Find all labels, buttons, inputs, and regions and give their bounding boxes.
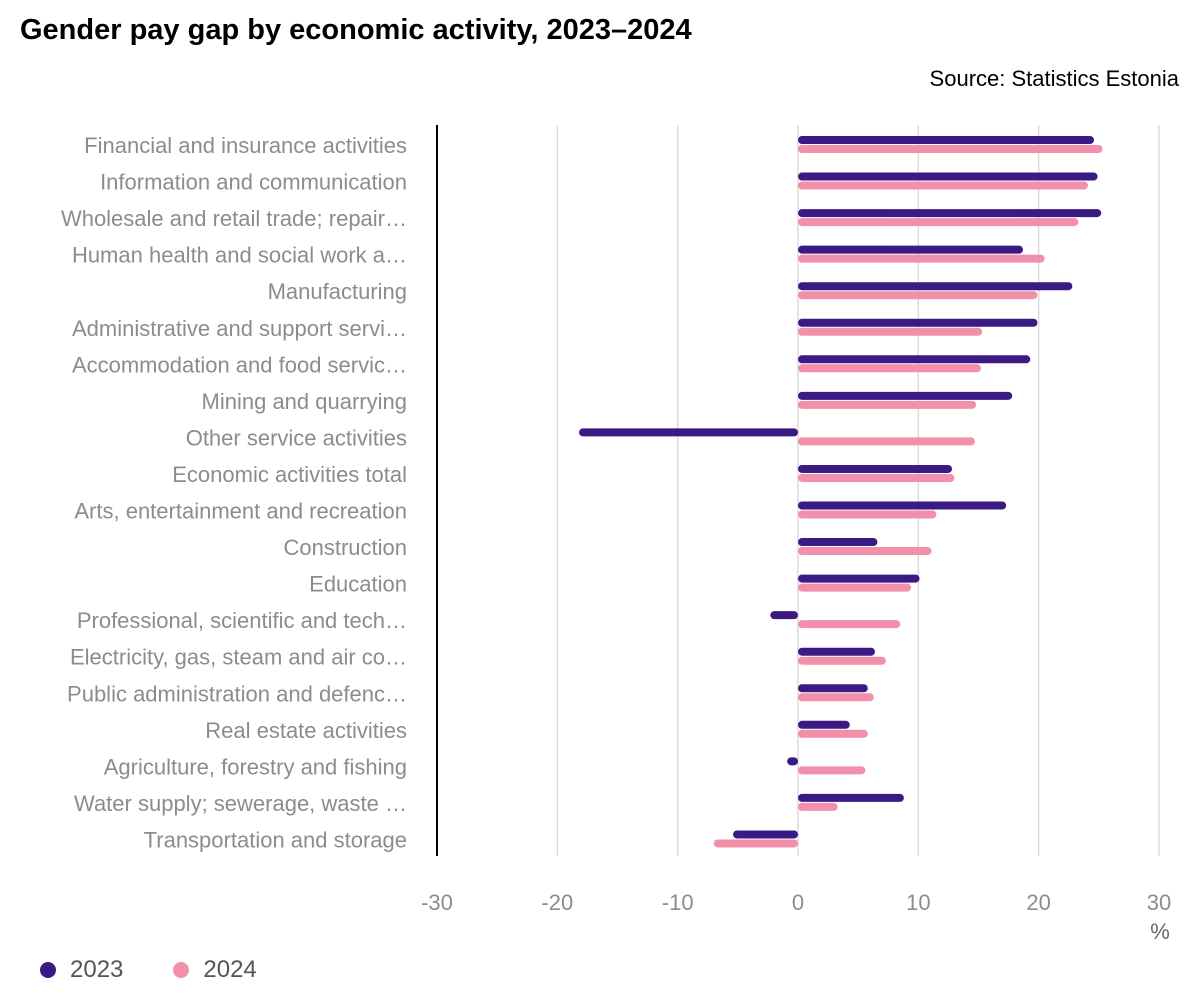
bar-2023 [798,391,1013,400]
legend-item-2023[interactable]: 2023 [40,956,123,984]
bar-2024 [798,620,901,629]
bar-2023 [770,611,798,620]
bar-2023 [798,501,1007,510]
bar-2024 [798,510,937,519]
legend: 2023 2024 [40,956,257,984]
legend-label-2024: 2024 [203,956,257,983]
x-tick-label: 30 [1147,890,1171,915]
category-label: Agriculture, forestry and fishing [104,754,407,779]
category-label: Manufacturing [268,279,407,304]
bar-2024 [798,327,983,336]
category-label: Professional, scientific and tech… [77,608,407,633]
bar-2024 [798,291,1038,300]
category-label: Mining and quarrying [202,389,407,414]
category-label: Administrative and support servi… [72,316,407,341]
bar-2023 [798,793,904,802]
category-label: Arts, entertainment and recreation [74,499,407,524]
bar-2023 [798,318,1038,327]
bar-2024 [798,656,886,665]
chart-title: Gender pay gap by economic activity, 202… [20,14,692,46]
bar-2024 [798,437,975,446]
bar-2024 [798,583,912,592]
bar-2023 [798,464,953,473]
bar-2023 [798,245,1024,254]
legend-label-2023: 2023 [70,956,124,983]
bar-2023 [798,172,1098,181]
bar-2024 [798,254,1045,263]
legend-dot-2023 [40,962,56,978]
category-label: Electricity, gas, steam and air co… [70,645,407,670]
bar-2024 [798,145,1103,153]
bar-2023 [798,282,1073,291]
bar-2024 [798,766,866,775]
x-tick-label: -20 [541,890,573,915]
category-label: Real estate activities [205,718,407,743]
x-tick-label: -10 [662,890,694,915]
bar-2023 [798,684,868,693]
bar-2023 [733,830,798,839]
category-label: Public administration and defenc… [67,681,407,706]
x-tick-label: 10 [906,890,930,915]
category-label: Information and communication [100,170,407,195]
bar-2023 [578,428,798,437]
bar-2023 [798,355,1031,364]
x-tick-label: 0 [792,890,804,915]
bar-2023 [798,209,1102,218]
bar-2024 [798,729,868,738]
category-label: Water supply; sewerage, waste … [74,791,407,816]
bar-2024 [713,839,798,848]
legend-dot-2024 [173,962,190,978]
category-label: Transportation and storage [144,827,407,852]
category-label: Education [309,572,407,597]
bar-2023 [787,757,798,766]
category-label: Economic activities total [172,462,407,487]
bar-2024 [798,218,1079,227]
category-label: Financial and insurance activities [84,133,407,158]
category-label: Construction [283,535,407,560]
bar-2024 [798,473,955,482]
bar-2024 [798,181,1089,190]
bar-2024 [798,547,932,556]
bar-2023 [798,538,878,547]
bar-2024 [798,400,977,409]
bar-2024 [798,693,874,702]
category-label: Wholesale and retail trade; repair… [61,206,407,231]
category-label: Human health and social work a… [72,243,407,268]
x-tick-label: 20 [1026,890,1050,915]
category-label: Other service activities [186,425,407,450]
bar-2024 [798,364,981,373]
source-note: Source: Statistics Estonia [929,66,1179,91]
bar-2023 [798,720,850,729]
bar-2024 [798,802,838,811]
x-axis-label: % [1150,919,1170,944]
category-label: Accommodation and food servic… [72,352,407,377]
x-tick-label: -30 [421,890,453,915]
bar-2023 [798,574,920,583]
bar-2023 [798,647,876,656]
legend-item-2024[interactable]: 2024 [173,956,257,984]
bar-2023 [798,136,1095,144]
